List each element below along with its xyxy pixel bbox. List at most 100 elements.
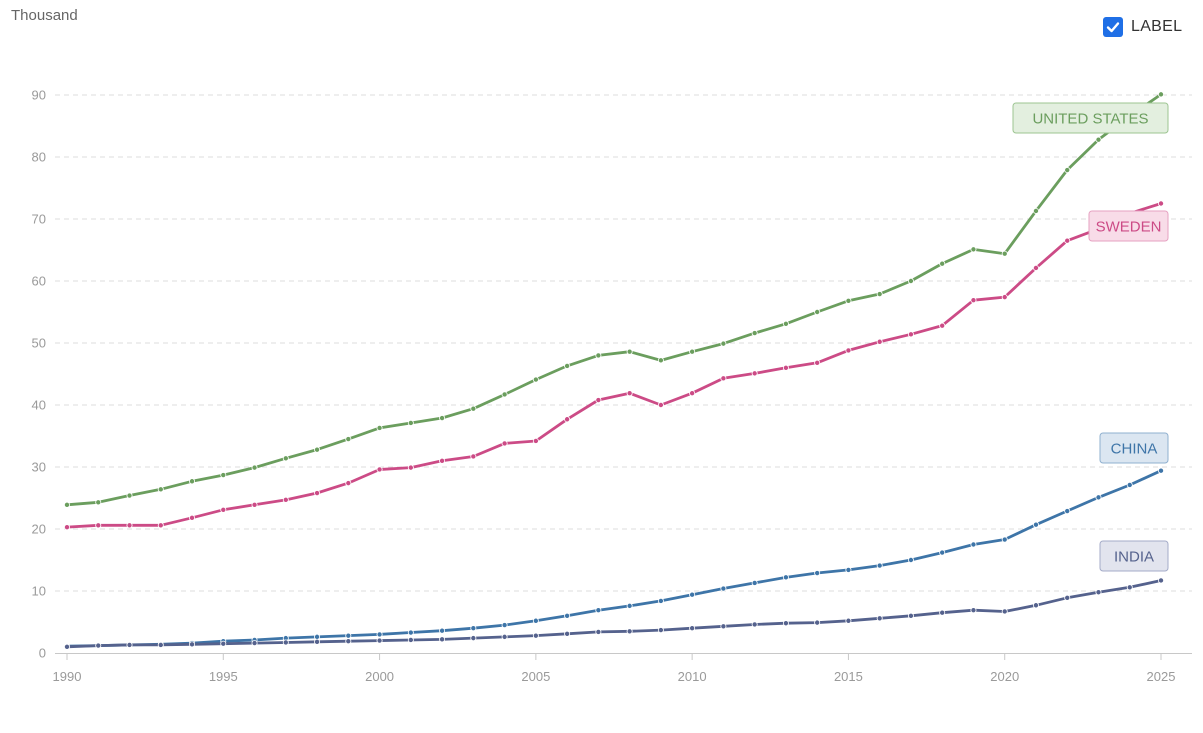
data-point[interactable] (95, 642, 102, 649)
data-point[interactable] (1126, 584, 1133, 591)
data-point[interactable] (876, 615, 883, 622)
data-point[interactable] (939, 549, 946, 556)
data-point[interactable] (1158, 91, 1165, 98)
data-point[interactable] (189, 514, 196, 521)
data-point[interactable] (657, 597, 664, 604)
label-toggle[interactable]: LABEL (1103, 16, 1182, 38)
data-point[interactable] (282, 455, 289, 462)
data-point[interactable] (657, 357, 664, 364)
data-point[interactable] (532, 376, 539, 383)
data-point[interactable] (345, 632, 352, 639)
data-point[interactable] (689, 591, 696, 598)
data-point[interactable] (407, 419, 414, 426)
data-point[interactable] (564, 630, 571, 637)
data-point[interactable] (1064, 167, 1071, 174)
data-point[interactable] (64, 643, 71, 650)
data-point[interactable] (814, 619, 821, 626)
data-point[interactable] (251, 464, 258, 471)
data-point[interactable] (439, 627, 446, 634)
data-point[interactable] (157, 641, 164, 648)
series-line[interactable] (65, 93, 1163, 507)
data-point[interactable] (564, 362, 571, 369)
data-point[interactable] (470, 453, 477, 460)
data-point[interactable] (282, 496, 289, 503)
data-point[interactable] (751, 330, 758, 337)
data-point[interactable] (126, 522, 133, 529)
data-point[interactable] (970, 246, 977, 253)
data-point[interactable] (220, 640, 227, 647)
data-point[interactable] (1032, 602, 1039, 609)
data-point[interactable] (1001, 536, 1008, 543)
data-point[interactable] (782, 574, 789, 581)
data-point[interactable] (407, 636, 414, 643)
data-point[interactable] (907, 612, 914, 619)
data-point[interactable] (845, 347, 852, 354)
data-point[interactable] (126, 492, 133, 499)
data-point[interactable] (782, 620, 789, 627)
data-point[interactable] (1126, 481, 1133, 488)
data-point[interactable] (314, 638, 321, 645)
data-point[interactable] (376, 424, 383, 431)
data-point[interactable] (314, 490, 321, 497)
data-point[interactable] (876, 338, 883, 345)
data-point[interactable] (1095, 494, 1102, 501)
data-point[interactable] (376, 631, 383, 638)
data-point[interactable] (970, 607, 977, 614)
data-point[interactable] (720, 585, 727, 592)
data-point[interactable] (376, 637, 383, 644)
data-point[interactable] (689, 348, 696, 355)
data-point[interactable] (1095, 589, 1102, 596)
data-point[interactable] (407, 464, 414, 471)
data-point[interactable] (1064, 237, 1071, 244)
data-point[interactable] (845, 566, 852, 573)
data-point[interactable] (626, 390, 633, 397)
data-point[interactable] (626, 602, 633, 609)
data-point[interactable] (220, 472, 227, 479)
data-point[interactable] (1001, 294, 1008, 301)
data-point[interactable] (126, 641, 133, 648)
data-point[interactable] (782, 320, 789, 327)
data-point[interactable] (782, 364, 789, 371)
data-point[interactable] (689, 625, 696, 632)
data-point[interactable] (720, 623, 727, 630)
data-point[interactable] (564, 612, 571, 619)
data-point[interactable] (564, 416, 571, 423)
data-point[interactable] (345, 480, 352, 487)
data-point[interactable] (595, 397, 602, 404)
data-point[interactable] (64, 501, 71, 508)
data-point[interactable] (1001, 608, 1008, 615)
data-point[interactable] (751, 370, 758, 377)
series-line[interactable] (65, 469, 1163, 648)
data-point[interactable] (939, 322, 946, 329)
data-point[interactable] (1095, 136, 1102, 143)
data-point[interactable] (501, 633, 508, 640)
data-point[interactable] (439, 457, 446, 464)
data-point[interactable] (470, 405, 477, 412)
data-point[interactable] (657, 627, 664, 634)
data-point[interactable] (626, 348, 633, 355)
data-point[interactable] (814, 359, 821, 366)
data-point[interactable] (251, 640, 258, 647)
data-point[interactable] (751, 579, 758, 586)
data-point[interactable] (970, 297, 977, 304)
data-point[interactable] (1158, 577, 1165, 584)
data-point[interactable] (657, 401, 664, 408)
data-point[interactable] (1064, 508, 1071, 515)
data-point[interactable] (720, 375, 727, 382)
data-point[interactable] (751, 621, 758, 628)
data-point[interactable] (595, 607, 602, 614)
data-point[interactable] (501, 622, 508, 629)
data-point[interactable] (220, 506, 227, 513)
data-point[interactable] (314, 633, 321, 640)
data-point[interactable] (95, 499, 102, 506)
data-point[interactable] (907, 331, 914, 338)
data-point[interactable] (345, 436, 352, 443)
series-line[interactable] (65, 202, 1163, 529)
data-point[interactable] (64, 524, 71, 531)
data-point[interactable] (345, 638, 352, 645)
data-point[interactable] (939, 260, 946, 267)
data-point[interactable] (939, 609, 946, 616)
data-point[interactable] (1032, 264, 1039, 271)
data-point[interactable] (189, 478, 196, 485)
data-point[interactable] (876, 562, 883, 569)
